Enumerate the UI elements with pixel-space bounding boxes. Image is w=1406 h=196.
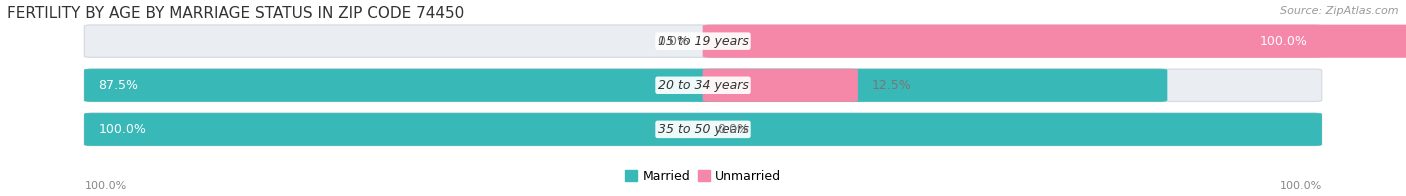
FancyBboxPatch shape	[84, 113, 1322, 145]
FancyBboxPatch shape	[84, 69, 1322, 102]
Text: 35 to 50 years: 35 to 50 years	[658, 123, 748, 136]
Legend: Married, Unmarried: Married, Unmarried	[620, 165, 786, 188]
Text: FERTILITY BY AGE BY MARRIAGE STATUS IN ZIP CODE 74450: FERTILITY BY AGE BY MARRIAGE STATUS IN Z…	[7, 6, 464, 21]
Text: 100.0%: 100.0%	[98, 123, 146, 136]
Text: 87.5%: 87.5%	[98, 79, 138, 92]
FancyBboxPatch shape	[84, 69, 1167, 102]
Text: 0.0%: 0.0%	[657, 35, 689, 48]
Text: 15 to 19 years: 15 to 19 years	[658, 35, 748, 48]
Text: 12.5%: 12.5%	[872, 79, 911, 92]
Text: 100.0%: 100.0%	[1260, 35, 1308, 48]
Text: 0.0%: 0.0%	[717, 123, 749, 136]
FancyBboxPatch shape	[703, 25, 1406, 57]
FancyBboxPatch shape	[84, 25, 1322, 57]
Text: 100.0%: 100.0%	[84, 181, 127, 191]
FancyBboxPatch shape	[84, 113, 1322, 145]
Text: 20 to 34 years: 20 to 34 years	[658, 79, 748, 92]
FancyBboxPatch shape	[703, 69, 858, 102]
Text: 100.0%: 100.0%	[1279, 181, 1322, 191]
Text: Source: ZipAtlas.com: Source: ZipAtlas.com	[1281, 6, 1399, 16]
